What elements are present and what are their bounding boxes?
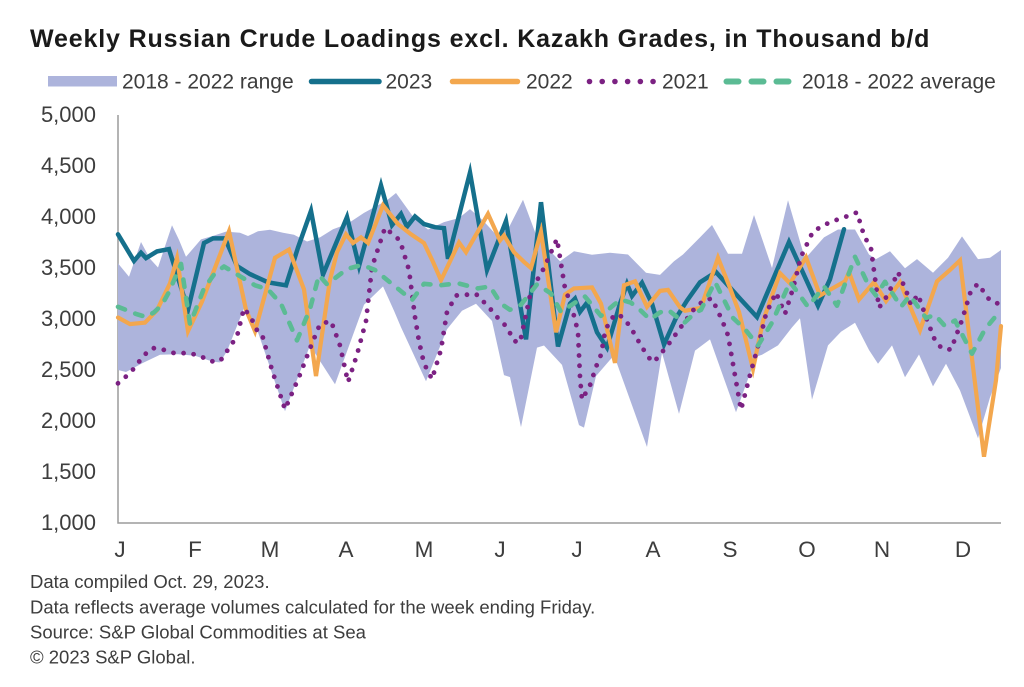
svg-text:1,000: 1,000 [41, 510, 96, 535]
svg-text:Data compiled Oct. 29, 2023.: Data compiled Oct. 29, 2023. [30, 571, 270, 592]
svg-text:3,500: 3,500 [41, 255, 96, 280]
svg-text:3,000: 3,000 [41, 306, 96, 331]
svg-text:J: J [494, 537, 505, 562]
svg-text:Weekly Russian Crude Loadings: Weekly Russian Crude Loadings excl. Kaza… [30, 25, 930, 53]
svg-text:2021: 2021 [662, 71, 709, 94]
svg-text:4,000: 4,000 [41, 204, 96, 229]
svg-text:O: O [798, 537, 816, 562]
svg-text:2018 - 2022 range: 2018 - 2022 range [122, 71, 294, 94]
svg-text:Data reflects average volumes: Data reflects average volumes calculated… [30, 597, 595, 618]
svg-text:M: M [261, 537, 280, 562]
svg-text:2023: 2023 [386, 71, 433, 94]
svg-text:© 2023 S&P Global.: © 2023 S&P Global. [30, 647, 196, 668]
svg-text:A: A [338, 537, 353, 562]
svg-text:2,500: 2,500 [41, 357, 96, 382]
svg-text:J: J [571, 537, 582, 562]
svg-text:M: M [415, 537, 434, 562]
svg-text:Source: S&P Global Commodities: Source: S&P Global Commodities at Sea [30, 622, 367, 643]
svg-text:2022: 2022 [526, 71, 573, 94]
svg-text:D: D [955, 537, 971, 562]
svg-text:5,000: 5,000 [41, 102, 96, 127]
svg-text:S: S [722, 537, 737, 562]
svg-text:N: N [874, 537, 890, 562]
svg-text:2,000: 2,000 [41, 408, 96, 433]
svg-text:4,500: 4,500 [41, 153, 96, 178]
svg-text:A: A [645, 537, 660, 562]
svg-text:1,500: 1,500 [41, 459, 96, 484]
svg-text:2018 - 2022 average: 2018 - 2022 average [802, 71, 996, 94]
svg-text:F: F [188, 537, 202, 562]
svg-text:J: J [114, 537, 125, 562]
